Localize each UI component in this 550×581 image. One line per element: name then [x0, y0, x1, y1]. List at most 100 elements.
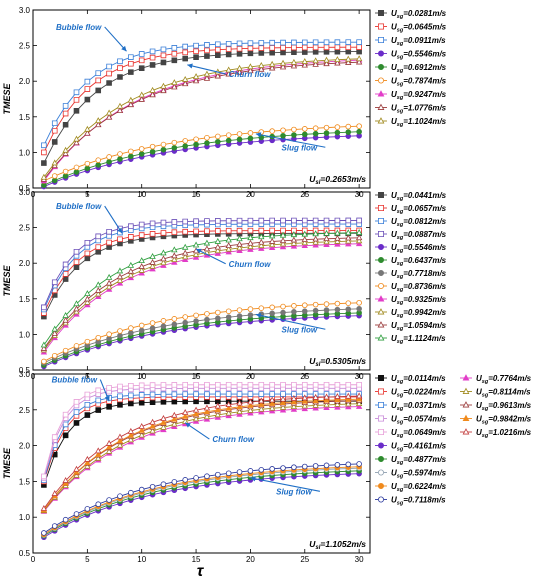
data-point: [334, 44, 341, 51]
data-point: [280, 49, 286, 56]
data-point: [160, 415, 167, 421]
usl-label: Usl=0.5305m/s: [309, 356, 366, 368]
data-point: [269, 381, 275, 388]
legend-item: Usg=0.9613m/s: [460, 401, 532, 412]
data-point: [236, 45, 243, 52]
data-point: [149, 484, 156, 490]
data-point: [323, 124, 330, 131]
data-point: [279, 406, 287, 413]
data-point: [62, 103, 69, 109]
annotation-arrowhead: [117, 227, 123, 234]
data-point: [128, 223, 134, 230]
data-point: [84, 462, 91, 469]
data-point: [247, 50, 254, 57]
data-point: [323, 44, 330, 51]
series-line: [43, 403, 360, 512]
data-point: [345, 44, 352, 50]
data-point: [290, 62, 298, 69]
data-point: [171, 145, 178, 151]
annotation-arrowhead: [196, 248, 202, 254]
legend-marker: [377, 442, 385, 449]
data-point: [193, 391, 199, 397]
data-point: [149, 252, 156, 259]
data-point: [73, 465, 80, 472]
data-point: [193, 318, 199, 324]
data-point: [247, 217, 254, 224]
data-point: [192, 410, 200, 417]
legend-item: Usg=0.4161m/s: [375, 442, 447, 453]
legend-label: Usg=0.6437m/s: [391, 256, 447, 267]
data-point: [312, 404, 319, 411]
data-point: [345, 234, 352, 241]
data-point: [160, 46, 167, 53]
legend-label: Usg=0.0657m/s: [391, 204, 447, 215]
data-point: [84, 96, 91, 103]
data-point: [323, 235, 330, 242]
data-point: [105, 113, 113, 120]
series-2: [41, 227, 362, 316]
data-point: [62, 477, 69, 483]
series-line: [43, 58, 360, 178]
data-point: [236, 40, 243, 47]
data-point: [225, 308, 232, 315]
data-point: [323, 301, 330, 307]
data-point: [345, 55, 352, 62]
data-point: [323, 130, 330, 136]
data-point: [215, 41, 221, 48]
data-point: [291, 391, 297, 397]
data-point: [268, 399, 276, 406]
data-point: [280, 303, 286, 310]
data-point: [62, 150, 69, 156]
data-point: [182, 228, 188, 235]
data-point: [225, 248, 232, 255]
legend-marker: [377, 283, 385, 289]
annotation-arrow: [195, 248, 226, 265]
y-tick-label: 1.5: [19, 295, 31, 304]
legend-marker: [378, 37, 384, 43]
data-point: [280, 44, 286, 51]
data-point: [355, 240, 363, 247]
annotation-arrowhead: [121, 45, 127, 52]
data-point: [193, 141, 199, 148]
data-point: [334, 400, 341, 407]
data-point: [149, 418, 156, 425]
data-point: [73, 259, 80, 265]
data-point: [356, 128, 362, 135]
data-point: [138, 51, 145, 57]
data-point: [73, 164, 80, 171]
data-point: [280, 391, 286, 397]
data-point: [290, 395, 298, 401]
data-point: [105, 273, 113, 280]
data-point: [41, 182, 47, 188]
data-point: [73, 135, 80, 142]
data-point: [334, 59, 341, 66]
data-point: [171, 139, 178, 146]
data-point: [268, 396, 276, 403]
data-point: [258, 467, 265, 473]
data-point: [312, 381, 319, 388]
series-line: [43, 463, 360, 534]
data-point: [95, 87, 102, 94]
annotation-arrowhead: [250, 476, 256, 482]
data-point: [171, 316, 178, 322]
data-point: [236, 244, 243, 251]
data-point: [258, 400, 265, 407]
data-point: [160, 146, 167, 153]
series-11: [40, 402, 363, 514]
data-point: [280, 381, 286, 388]
data-point: [215, 218, 221, 224]
legend-marker: [462, 414, 470, 421]
data-point: [51, 329, 58, 336]
data-point: [345, 403, 352, 410]
legend-marker: [377, 270, 385, 276]
legend-label: Usg=0.5546m/s: [391, 50, 447, 61]
series-line: [43, 243, 360, 353]
data-point: [193, 42, 199, 49]
data-point: [73, 409, 80, 415]
data-point: [171, 391, 178, 398]
data-point: [171, 415, 178, 422]
data-point: [301, 58, 308, 64]
y-tick-label: 3.0: [19, 370, 31, 379]
legend-marker: [378, 429, 384, 435]
data-point: [355, 237, 363, 244]
